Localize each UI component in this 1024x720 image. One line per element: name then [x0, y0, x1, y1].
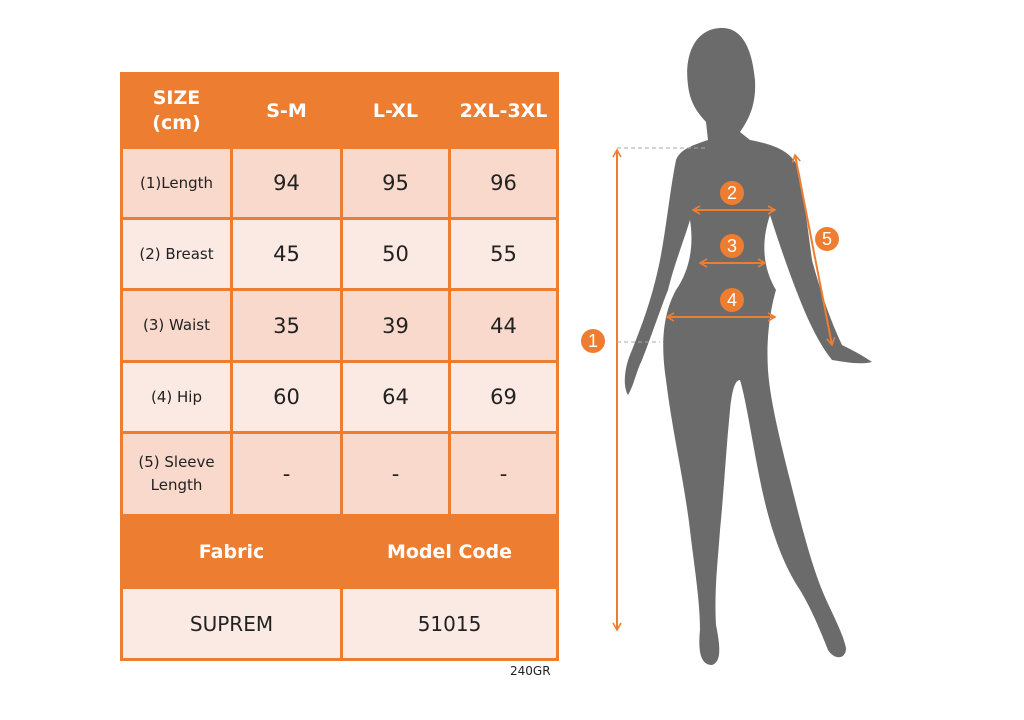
marker-5-badge: [815, 227, 839, 251]
row-label: (5) Sleeve Length: [120, 431, 233, 517]
marker-2-badge: [720, 181, 744, 205]
cell-value: 50: [340, 217, 451, 291]
cell-value: 69: [448, 360, 559, 434]
footer-header-row: Fabric Model Code: [120, 514, 559, 589]
fabric-weight-note: 240GR: [510, 664, 551, 678]
cell-value: 96: [448, 146, 559, 220]
sleeve-arrow: [791, 153, 836, 347]
cell-value: -: [230, 431, 343, 517]
cell-value: -: [340, 431, 451, 517]
table-row: (1)Length 94 95 96: [120, 146, 559, 220]
row-label: (2) Breast: [120, 217, 233, 291]
cell-value: 39: [340, 288, 451, 363]
row-label-line2: Length: [150, 476, 203, 494]
header-l-xl: L-XL: [340, 72, 451, 149]
cell-value: 64: [340, 360, 451, 434]
header-size-line2: (cm): [152, 111, 201, 134]
header-row: SIZE (cm) S-M L-XL 2XL-3XL: [120, 72, 559, 149]
table-row: (3) Waist 35 39 44: [120, 288, 559, 363]
marker-4: 4: [727, 290, 737, 310]
header-s-m: S-M: [230, 72, 343, 149]
row-label: (3) Waist: [120, 288, 233, 363]
header-size-line1: SIZE: [152, 86, 201, 109]
cell-value: 60: [230, 360, 343, 434]
header-model-code: Model Code: [340, 514, 559, 589]
row-label: (1)Length: [120, 146, 233, 220]
marker-4-badge: [720, 288, 744, 312]
table-row: (5) Sleeve Length - - -: [120, 431, 559, 517]
cell-value: 95: [340, 146, 451, 220]
marker-5: 5: [822, 229, 832, 249]
row-label: (4) Hip: [120, 360, 233, 434]
table-row: (2) Breast 45 50 55: [120, 217, 559, 291]
footer-value-row: SUPREM 51015: [120, 586, 559, 661]
cell-value: 45: [230, 217, 343, 291]
row-label-line1: (5) Sleeve: [138, 453, 215, 471]
header-fabric: Fabric: [120, 514, 343, 589]
size-chart-table: SIZE (cm) S-M L-XL 2XL-3XL (1)Length 94 9…: [120, 72, 559, 661]
table-row: (4) Hip 60 64 69: [120, 360, 559, 434]
cell-value: 94: [230, 146, 343, 220]
cell-value: 44: [448, 288, 559, 363]
cell-value: -: [448, 431, 559, 517]
model-code-value: 51015: [340, 586, 559, 661]
header-size: SIZE (cm): [120, 72, 233, 149]
cell-value: 55: [448, 217, 559, 291]
header-2xl-3xl: 2XL-3XL: [448, 72, 559, 149]
marker-2: 2: [727, 183, 737, 203]
marker-3-badge: [720, 234, 744, 258]
marker-1-badge: [581, 329, 605, 353]
cell-value: 35: [230, 288, 343, 363]
fabric-value: SUPREM: [120, 586, 343, 661]
marker-1: 1: [588, 331, 598, 351]
marker-3: 3: [727, 236, 737, 256]
body-measurement-figure: 1 2 3 4 5: [581, 28, 872, 665]
woman-silhouette: [624, 28, 872, 665]
